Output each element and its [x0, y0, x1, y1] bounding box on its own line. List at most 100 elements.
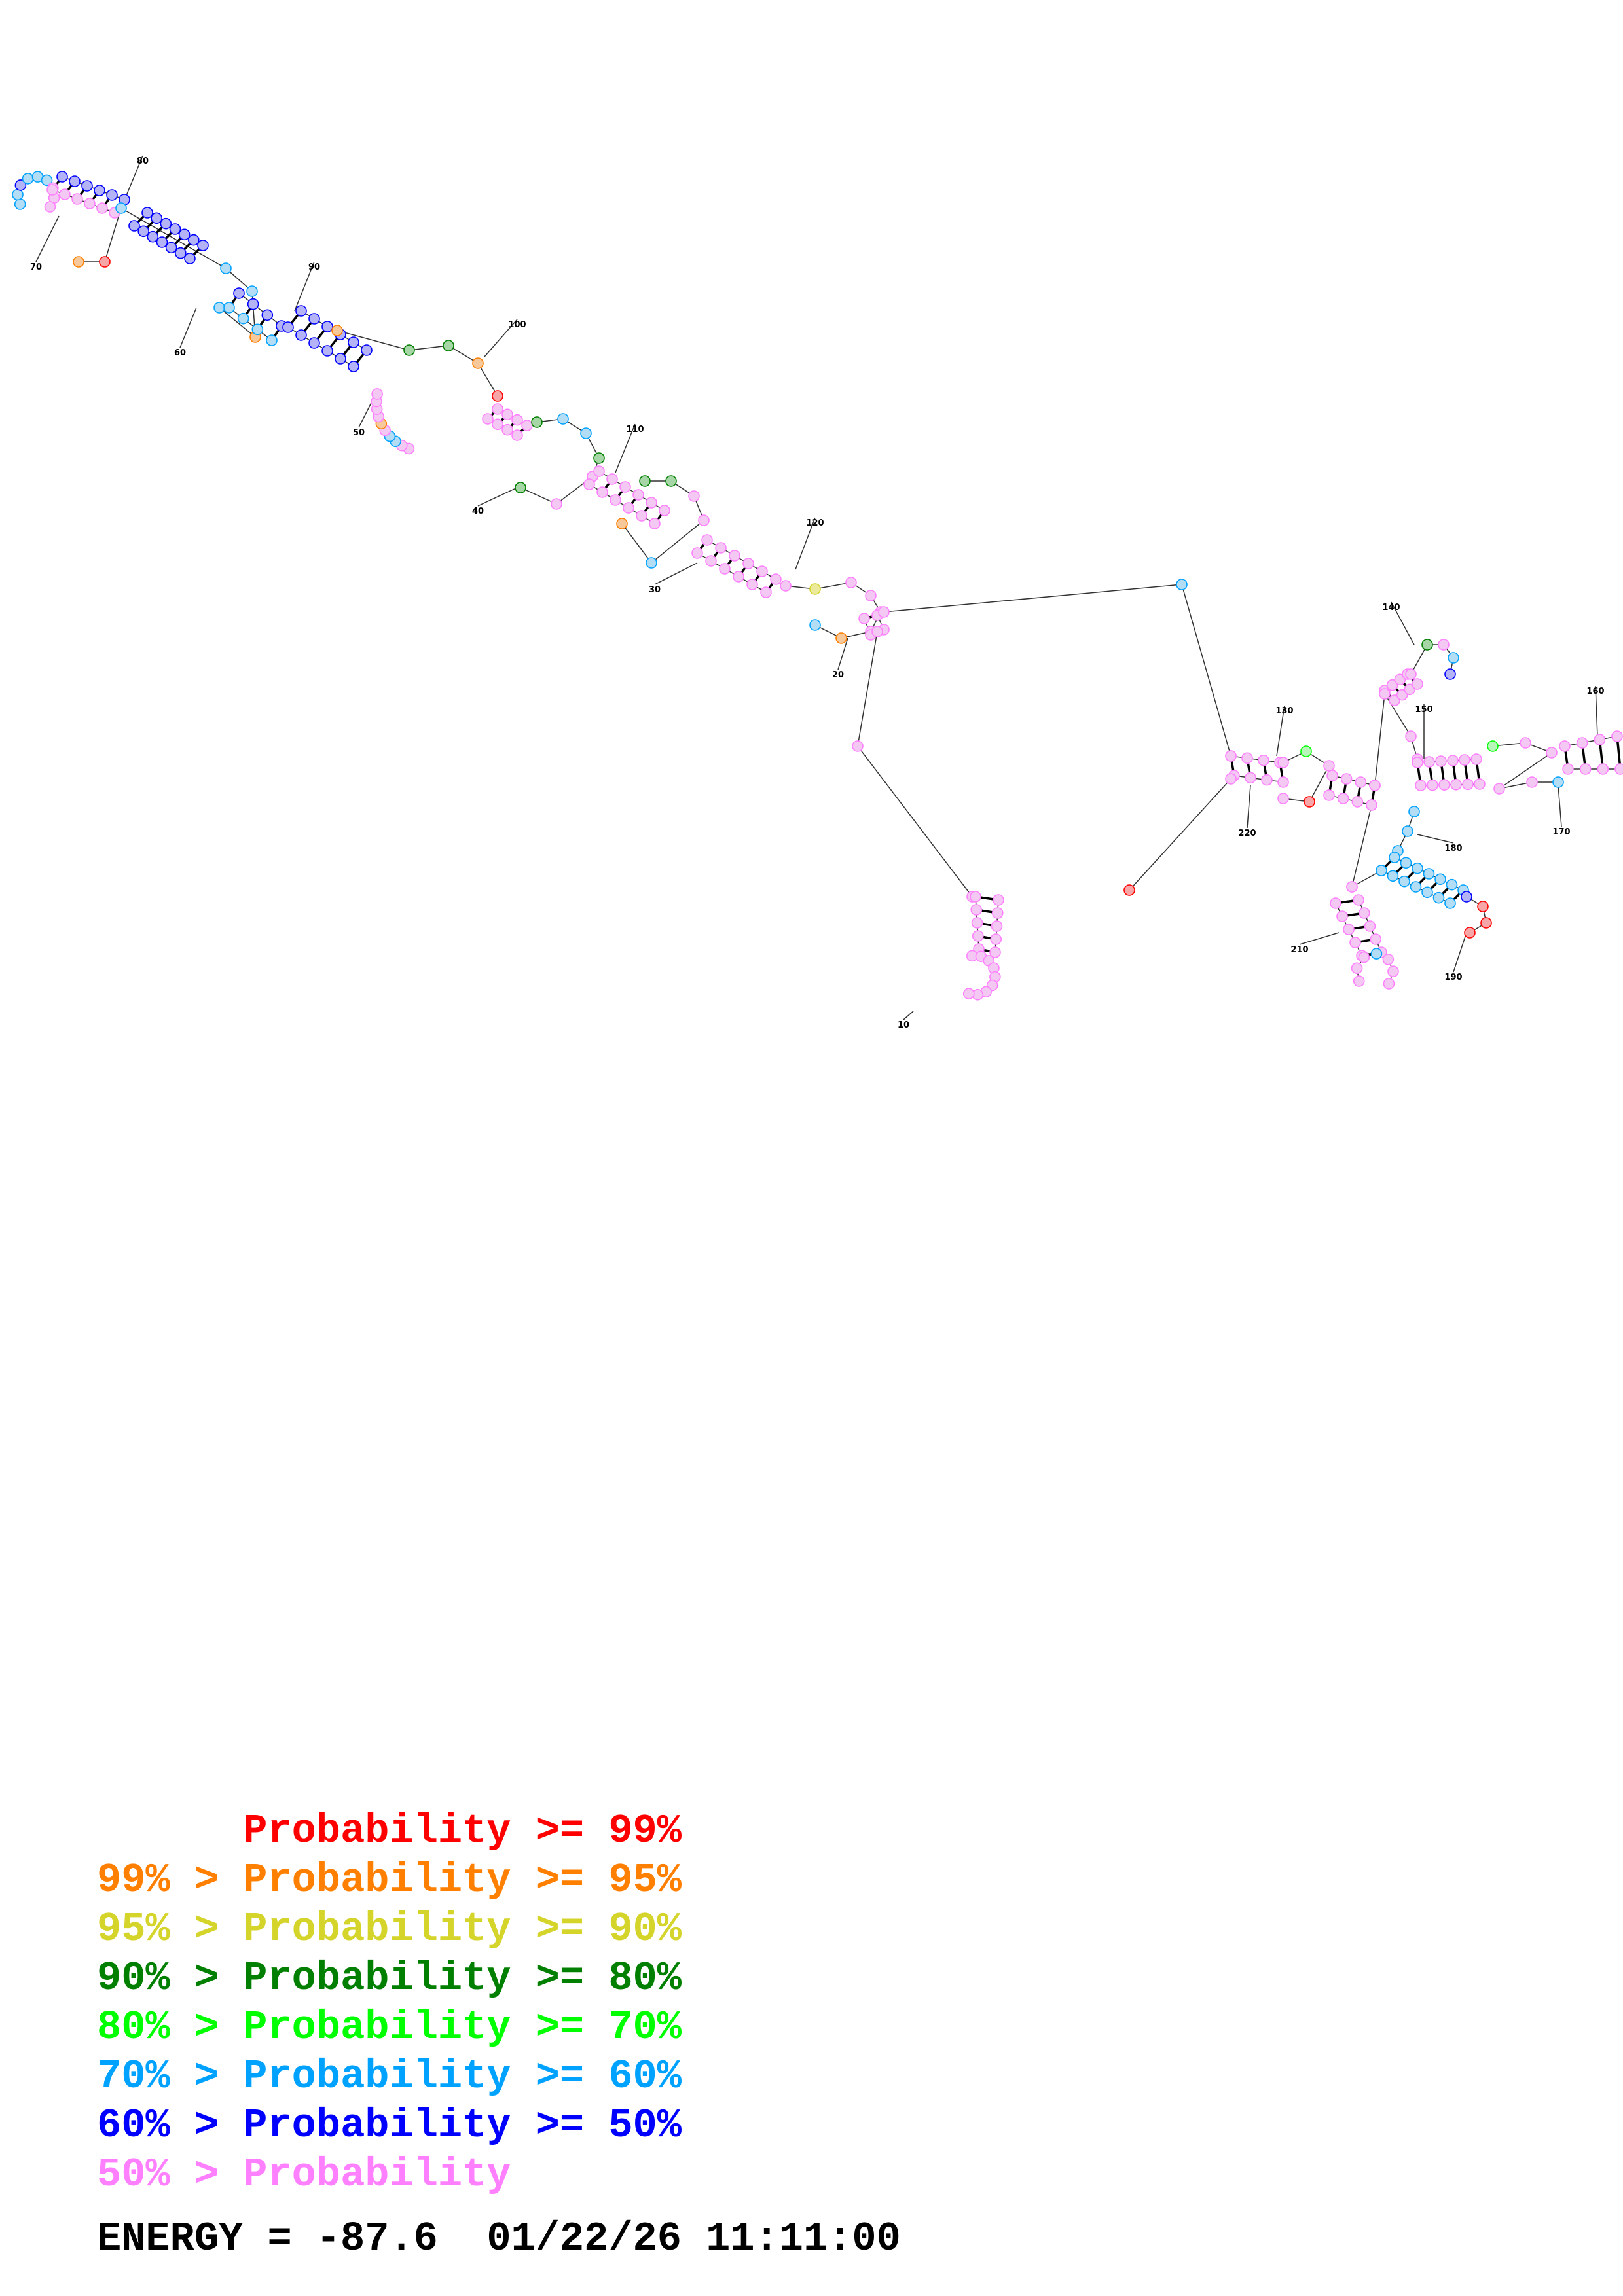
backbone-segment — [219, 307, 256, 338]
nucleotide — [756, 565, 768, 577]
backbone-segment — [651, 520, 704, 564]
nucleotide — [580, 427, 592, 439]
nucleotide — [169, 223, 181, 235]
position-label: 40 — [472, 507, 484, 516]
nucleotide — [472, 357, 484, 369]
nucleotide — [972, 930, 984, 942]
nucleotide — [282, 321, 294, 333]
tick-line — [35, 215, 60, 262]
legend-row: 70% > Probability >= 60% — [97, 2052, 682, 2101]
position-label: 210 — [1290, 945, 1308, 955]
tick-line — [484, 319, 518, 357]
nucleotide — [1410, 881, 1422, 893]
nucleotide — [858, 613, 870, 624]
nucleotide — [1447, 755, 1459, 766]
nucleotide — [1355, 776, 1367, 788]
nucleotide — [1225, 773, 1237, 785]
nucleotide — [1552, 776, 1564, 788]
nucleotide — [46, 184, 58, 196]
nucleotide — [990, 933, 1002, 945]
nucleotide — [501, 423, 513, 436]
position-label: 130 — [1275, 706, 1293, 716]
nucleotide — [1594, 734, 1606, 745]
nucleotide — [69, 175, 81, 187]
nucleotide — [128, 220, 140, 232]
nucleotide — [1487, 740, 1499, 752]
nucleotide — [962, 988, 975, 999]
nucleotide — [1611, 730, 1623, 742]
tick-line — [1558, 785, 1562, 827]
nucleotide — [331, 325, 343, 336]
nucleotide — [698, 514, 710, 526]
position-label: 60 — [174, 348, 186, 358]
tick-line — [179, 307, 197, 348]
nucleotide — [729, 550, 740, 562]
nucleotide — [1394, 673, 1406, 686]
legend-prefix — [97, 1808, 243, 1854]
nucleotide — [1597, 763, 1609, 775]
nucleotide — [1176, 579, 1188, 590]
nucleotide — [1423, 756, 1435, 768]
nucleotide — [96, 202, 108, 214]
nucleotide — [1421, 639, 1433, 651]
nucleotide — [1346, 881, 1358, 893]
nucleotide — [1398, 875, 1410, 888]
nucleotide — [970, 904, 983, 916]
legend-label: Probability >= 70% — [243, 2004, 682, 2051]
nucleotide — [993, 894, 1004, 906]
position-label: 170 — [1552, 827, 1570, 837]
legend-prefix: 70% > — [97, 2053, 244, 2100]
backbone-segment — [621, 523, 652, 564]
legend-prefix: 99% > — [97, 1857, 244, 1903]
nucleotide — [94, 185, 105, 196]
nucleotide — [970, 891, 981, 903]
nucleotide — [335, 353, 346, 365]
nucleotide — [1326, 770, 1338, 781]
nucleotide — [1405, 668, 1417, 680]
nucleotide — [1386, 679, 1398, 691]
backbone-segment — [1351, 804, 1372, 888]
nucleotide — [1432, 891, 1445, 904]
legend-prefix: 80% > — [97, 2004, 244, 2051]
tick-line — [1595, 685, 1598, 737]
nucleotide — [1258, 754, 1269, 766]
nucleotide — [1241, 752, 1253, 764]
nucleotide — [246, 285, 258, 297]
position-label: 50 — [353, 428, 365, 438]
tick-line — [795, 517, 816, 570]
nucleotide — [1387, 965, 1399, 977]
position-label: 140 — [1382, 603, 1400, 613]
tick-line — [654, 562, 698, 585]
nucleotide — [616, 518, 628, 529]
nucleotide — [583, 478, 595, 490]
nucleotide — [482, 413, 494, 425]
nucleotide — [1421, 886, 1433, 899]
nucleotide — [41, 174, 53, 187]
nucleotide — [515, 482, 526, 493]
nucleotide — [71, 193, 83, 205]
nucleotide — [1304, 796, 1315, 808]
nucleotide — [178, 228, 191, 241]
backbone-segment — [857, 745, 973, 897]
nucleotide — [593, 452, 605, 464]
nucleotide — [348, 361, 359, 372]
nucleotide — [73, 256, 84, 268]
nucleotide — [1370, 933, 1382, 945]
nucleotide — [1343, 924, 1355, 935]
nucleotide — [247, 298, 259, 310]
backbone-segment — [104, 207, 122, 262]
backbone-segment — [337, 330, 410, 351]
nucleotide — [511, 414, 523, 426]
position-label: 30 — [649, 585, 661, 595]
nucleotide — [197, 240, 209, 251]
nucleotide — [1351, 796, 1364, 808]
nucleotide — [1470, 753, 1482, 765]
nucleotide — [151, 212, 162, 224]
nucleotide — [295, 305, 307, 317]
tick-line — [903, 1011, 914, 1020]
nucleotide — [1423, 868, 1435, 880]
nucleotide — [1461, 891, 1472, 903]
nucleotide — [659, 505, 670, 516]
backbone-segment — [477, 363, 498, 397]
nucleotide — [733, 571, 744, 583]
